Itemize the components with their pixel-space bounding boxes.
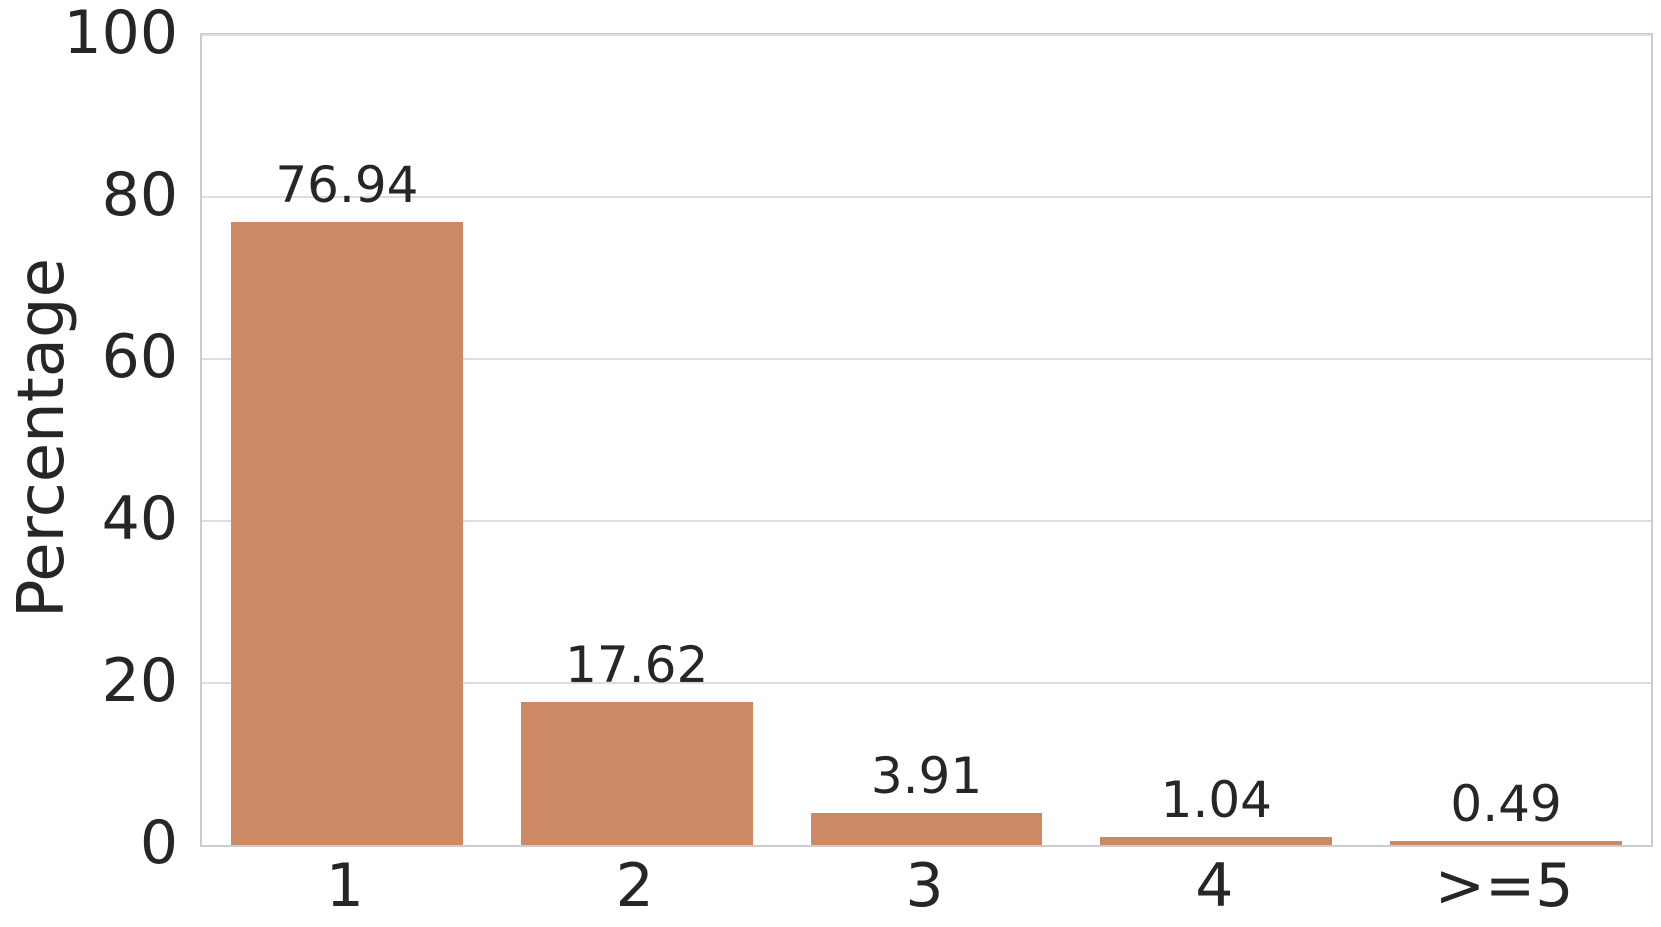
plot-area: 76.94 17.62 3.91 1.04 0.49 [200,33,1653,847]
bar-value-label: 17.62 [565,636,709,695]
y-tick-label: 80 [101,160,178,230]
x-tick-label: 4 [1195,851,1234,921]
x-tick-label: >=5 [1434,851,1574,921]
y-tick-label: 0 [139,808,178,878]
gridline [202,358,1651,360]
gridline [202,520,1651,522]
y-axis-title: Percentage [5,257,79,619]
y-tick-label: 20 [101,646,178,716]
bar-3 [810,813,1043,845]
x-tick-label: 2 [615,851,654,921]
bar-value-label: 3.91 [870,747,983,806]
bar-value-label: 0.49 [1450,775,1562,834]
bar-1 [230,221,463,845]
y-tick-label: 40 [101,484,178,554]
x-tick-label: 3 [905,851,944,921]
bar-value-label: 76.94 [275,155,419,214]
bar-value-label: 1.04 [1160,770,1272,829]
x-tick-label: 1 [325,851,364,921]
gridline [202,682,1651,684]
bar-4 [1100,836,1333,845]
gridline [202,196,1651,198]
gridline [202,34,1651,36]
bar->=5 [1390,841,1622,845]
y-tick-label: 100 [63,0,178,68]
bar-2 [520,702,753,845]
y-tick-label: 60 [101,322,178,392]
